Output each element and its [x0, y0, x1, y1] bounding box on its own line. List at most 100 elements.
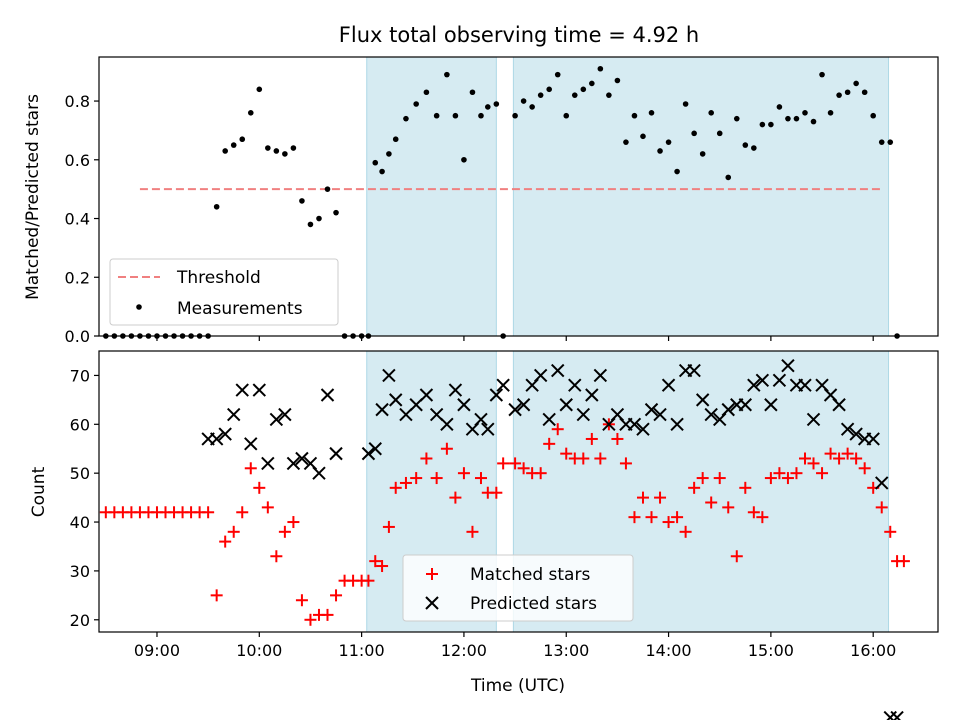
measurement-point	[836, 92, 842, 98]
measurement-point	[222, 148, 228, 154]
measurement-point	[870, 112, 876, 119]
measurement-point	[614, 77, 621, 84]
matched-star-point	[430, 472, 443, 485]
predicted-point-b	[559, 398, 573, 412]
predicted-point-b	[399, 407, 413, 422]
predicted-point-b	[747, 378, 761, 392]
measurement-point	[423, 89, 430, 96]
predicted-star-point	[593, 368, 608, 383]
predicted-point-b	[585, 388, 599, 402]
bottom-x-tick-label: 12:00	[441, 641, 487, 660]
predicted-point-b	[840, 422, 855, 436]
predicted-star-point	[419, 388, 434, 402]
matched-star-point	[833, 452, 846, 465]
measurement-point	[379, 168, 385, 175]
predicted-star-point	[481, 422, 495, 436]
predicted-point-b	[368, 442, 382, 456]
predicted-point-b	[261, 456, 275, 471]
matched-star-point	[577, 452, 590, 465]
legend-matched-swatch	[426, 568, 438, 580]
legend-matched-label: Matched stars	[470, 565, 590, 585]
predicted-star-point	[368, 442, 382, 456]
matched-star-point	[739, 481, 752, 494]
predicted-point-b	[375, 402, 389, 417]
measurement-point	[878, 139, 885, 145]
predicted-star-point	[269, 412, 284, 427]
bottom-y-tick-label: 30	[70, 562, 90, 581]
matched-star-point	[261, 501, 274, 514]
predicted-point-b	[269, 412, 284, 427]
predicted-star-point	[653, 407, 667, 422]
top-legend-box	[109, 258, 339, 326]
matched-star-point	[551, 423, 564, 436]
matched-star-point	[278, 525, 291, 538]
measurement-point	[307, 221, 314, 228]
measurement-point	[461, 156, 467, 163]
top-y-axis-label: Matched/Predicted stars	[23, 94, 43, 300]
predicted-point-b	[806, 412, 821, 427]
predicted-star-point	[738, 398, 753, 412]
matched-star-point	[662, 516, 675, 529]
predicted-star-point	[721, 402, 735, 417]
measurement-point	[537, 92, 544, 98]
predicted-point-b	[235, 383, 249, 397]
top-x-ticks	[156, 336, 874, 341]
bottom-x-tick-label: 13:00	[543, 641, 589, 660]
measurement-point	[716, 130, 723, 137]
matched-star-point	[585, 432, 598, 445]
measurement-point	[674, 168, 680, 175]
measurement-point	[485, 104, 491, 110]
matched-star-point	[330, 589, 343, 602]
predicted-point-b	[286, 456, 301, 471]
measurement-point	[733, 115, 740, 122]
predicted-point-b	[636, 422, 650, 436]
matched-star-point	[850, 452, 863, 465]
matched-star-point	[304, 613, 317, 626]
predicted-point-b	[849, 427, 863, 441]
predicted-point-b	[866, 432, 880, 446]
measurement-point	[324, 186, 331, 192]
matched-star-point	[202, 506, 215, 519]
predicted-star-point	[533, 368, 548, 383]
predicted-star-point	[772, 373, 787, 388]
predicted-star-point	[798, 378, 812, 392]
predicted-point-b	[361, 446, 376, 461]
measurement-point	[493, 101, 500, 107]
bottom-y-ticks: 20 30 40 50 60 70	[70, 366, 99, 630]
measurement-point	[631, 112, 638, 119]
predicted-point-b	[627, 417, 642, 432]
bottom-x-tick-label: 09:00	[134, 641, 180, 660]
bottom-y-tick-label: 60	[70, 415, 90, 434]
measurement-point	[699, 151, 706, 157]
matched-star-point	[560, 447, 573, 460]
predicted-point-b	[516, 398, 531, 412]
matched-star-point	[410, 472, 423, 485]
shaded-region	[512, 56, 890, 337]
matched-star-point	[679, 525, 692, 538]
matched-star-point	[773, 467, 786, 480]
predicted-point-b	[448, 383, 463, 397]
matched-star-point	[875, 501, 888, 514]
top-y-tick-label: 0.6	[65, 151, 90, 170]
predicted-point-b	[429, 407, 444, 422]
legend-predicted-label: Predicted stars	[470, 594, 597, 614]
predicted-star-point	[806, 412, 821, 427]
matched-star-point	[376, 560, 389, 573]
measurement-point	[282, 151, 288, 157]
predicted-star-point	[209, 432, 224, 446]
top-axes-frame	[98, 56, 939, 337]
predicted-star-point	[235, 383, 249, 397]
predicted-star-point	[252, 383, 267, 397]
predicted-point-b	[653, 407, 667, 422]
measurement-point	[682, 101, 689, 107]
bottom-x-tick-label: 16:00	[850, 641, 896, 660]
measurement-point	[853, 80, 859, 87]
matched-star-point	[321, 608, 334, 621]
matched-star-point	[807, 457, 820, 470]
measurement-point	[563, 112, 570, 119]
predicted-star-point	[278, 407, 292, 422]
predicted-star-point	[329, 446, 343, 461]
predicted-point-b	[244, 437, 258, 451]
matched-star-point	[253, 481, 266, 494]
